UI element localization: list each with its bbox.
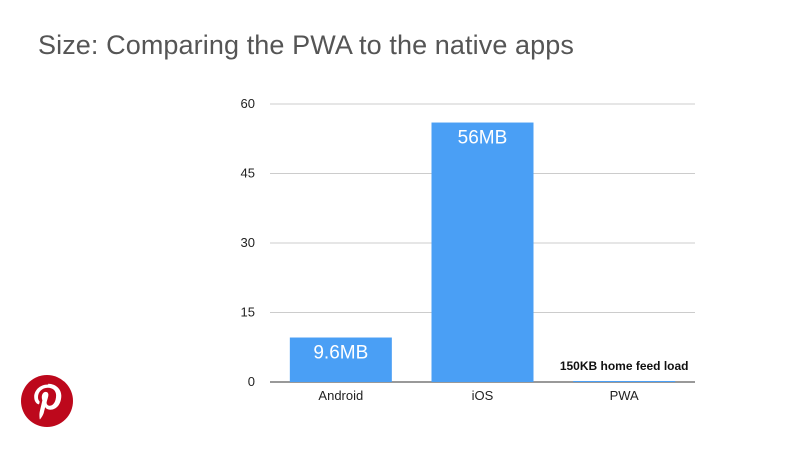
x-tick-label: iOS xyxy=(472,388,494,403)
bar-pwa xyxy=(573,381,676,382)
y-tick-label: 0 xyxy=(248,374,255,389)
data-label: 56MB xyxy=(458,128,508,149)
data-labels: 9.6MB 56MB 150KB home feed load xyxy=(313,128,688,373)
x-tick-label: PWA xyxy=(610,388,639,403)
data-label: 9.6MB xyxy=(313,343,368,364)
x-tick-label: Android xyxy=(318,388,363,403)
data-label: 150KB home feed load xyxy=(560,359,689,373)
axis-labels: 0 15 30 45 60 Android iOS PWA xyxy=(241,96,640,403)
slide-title: Size: Comparing the PWA to the native ap… xyxy=(38,30,574,60)
pinterest-logo-icon xyxy=(21,375,73,427)
bar-android xyxy=(289,337,392,382)
y-tick-label: 30 xyxy=(241,235,255,250)
bar-ios xyxy=(431,122,534,383)
y-tick-label: 45 xyxy=(241,166,255,181)
y-tick-label: 15 xyxy=(241,305,255,320)
y-tick-label: 60 xyxy=(241,96,255,111)
bars xyxy=(289,122,676,383)
